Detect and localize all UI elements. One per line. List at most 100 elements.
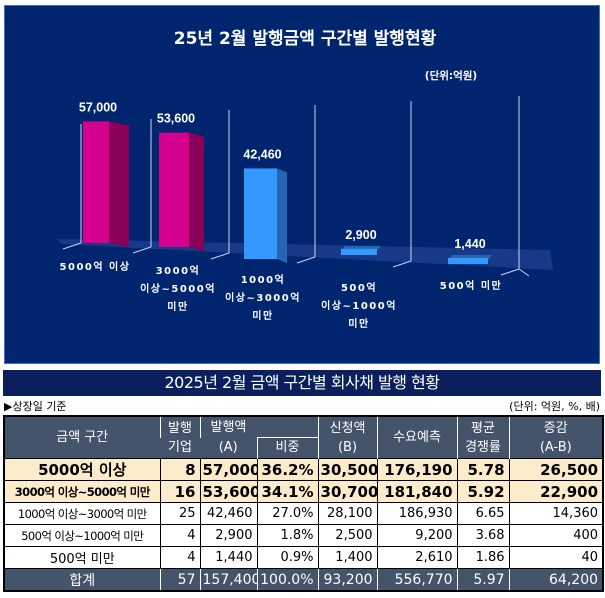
cell-demand: 2,610 bbox=[376, 546, 458, 569]
cell-companies: 25 bbox=[159, 502, 200, 525]
cell-companies: 57 bbox=[159, 568, 200, 591]
category-label-line: 3000억 bbox=[156, 265, 201, 277]
bar-front-face bbox=[448, 258, 488, 264]
cell-amount: 53,600 bbox=[199, 480, 257, 503]
header-subscribed-bottom: (B) bbox=[317, 437, 378, 459]
header-diff-bottom: (A-B) bbox=[508, 437, 604, 459]
category-label-line: 1000억 bbox=[241, 274, 286, 286]
header-competition-top: 평균 bbox=[456, 416, 510, 438]
cell-subscribed: 2,500 bbox=[317, 524, 378, 547]
floor-edge bbox=[518, 268, 530, 277]
category-label-line: 이상~1000억 bbox=[321, 299, 397, 312]
bar-front-face bbox=[341, 248, 377, 255]
chart-title: 25년 2월 발행금액 구간별 발행현황 bbox=[174, 29, 437, 49]
bar-chart: 25년 2월 발행금액 구간별 발행현황 (단위:억원) 57,000 53,60… bbox=[57, 29, 553, 330]
cell-ratio: 0.9% bbox=[256, 546, 319, 569]
cell-subscribed: 28,100 bbox=[317, 502, 378, 525]
cell-diff: 22,900 bbox=[508, 480, 604, 503]
table-row: 3000억 이상~5000억 미만 16 53,600 34.1% 30,700… bbox=[3, 480, 604, 503]
value-label: 1,440 bbox=[454, 237, 485, 251]
cell-diff: 400 bbox=[508, 524, 604, 547]
category-label-line: 5000억 이상 bbox=[60, 260, 131, 273]
cell-diff: 26,500 bbox=[508, 458, 604, 481]
header-ratio: 비중 bbox=[256, 437, 319, 459]
cell-amount: 57,000 bbox=[199, 458, 257, 481]
cell-competition: 3.68 bbox=[456, 524, 510, 547]
floor-edge bbox=[132, 246, 152, 254]
bar-2 bbox=[159, 132, 204, 251]
cell-range: 500억 미만 bbox=[3, 546, 160, 569]
table-total-row: 합계 57 157,400 100.0% 93,200 556,770 5.97… bbox=[4, 568, 604, 591]
table-title: 2025년 2월 금액 구간별 회사채 발행 현황 bbox=[3, 370, 601, 396]
cell-ratio: 34.1% bbox=[256, 480, 319, 503]
cell-ratio: 100.0% bbox=[256, 568, 319, 591]
cell-ratio: 1.8% bbox=[256, 524, 319, 547]
floor-edge bbox=[296, 256, 316, 264]
cell-subscribed: 30,700 bbox=[317, 480, 378, 503]
cell-amount: 2,900 bbox=[199, 524, 257, 547]
issuance-table: 금액 구간 발행 발행액 신청액 수요예측 평균 증감 기업 (A) 비중 (B… bbox=[3, 415, 605, 592]
header-companies-bottom: 기업 bbox=[160, 437, 200, 459]
cell-subscribed: 30,500 bbox=[317, 458, 378, 481]
header-competition-bottom: 경쟁률 bbox=[456, 437, 510, 459]
cell-ratio: 27.0% bbox=[256, 502, 319, 525]
bar-4 bbox=[341, 245, 381, 255]
cell-ratio: 36.2% bbox=[256, 458, 319, 481]
cell-demand: 176,190 bbox=[376, 458, 458, 481]
category-label: 5000억 이상 bbox=[60, 260, 131, 273]
value-labels-group: 57,000 53,600 42,460 2,900 1,440 bbox=[79, 100, 486, 251]
cell-range: 1000억 이상~3000억 미만 bbox=[3, 502, 160, 525]
cell-amount: 157,400 bbox=[199, 568, 257, 591]
value-label: 42,460 bbox=[243, 147, 281, 161]
value-label: 2,900 bbox=[345, 228, 376, 242]
header-row-top: 금액 구간 발행 발행액 신청액 수요예측 평균 증감 bbox=[4, 416, 604, 459]
header-demand: 수요예측 bbox=[376, 416, 458, 459]
cell-diff: 40 bbox=[508, 546, 604, 569]
cell-amount: 1,440 bbox=[199, 546, 257, 569]
bar-1 bbox=[83, 121, 129, 247]
bar-side-face bbox=[277, 168, 287, 263]
category-label-line: 이상~3000억 bbox=[225, 291, 301, 304]
bar-5 bbox=[448, 255, 492, 264]
header-subscribed-top: 신청액 bbox=[317, 416, 378, 438]
cell-subscribed: 93,200 bbox=[317, 568, 378, 591]
cell-diff: 64,200 bbox=[508, 568, 604, 591]
cell-competition: 5.78 bbox=[456, 458, 510, 481]
category-label-line: 미만 bbox=[252, 309, 273, 322]
cell-range: 3000억 이상~5000억 미만 bbox=[3, 480, 160, 503]
cell-companies: 4 bbox=[159, 546, 200, 569]
unit-note: (단위: 억원, %, 배) bbox=[509, 400, 600, 413]
cell-demand: 181,840 bbox=[376, 480, 458, 503]
bars-group bbox=[83, 121, 492, 264]
bar-front-face bbox=[83, 121, 109, 243]
cell-companies: 8 bbox=[159, 458, 200, 481]
cell-subscribed: 1,400 bbox=[317, 546, 378, 569]
basis-note: ▶상장일 기준 bbox=[4, 400, 67, 413]
category-label-line: 이상~5000억 bbox=[140, 282, 216, 295]
table-row: 1000억 이상~3000억 미만 25 42,460 27.0% 28,100… bbox=[3, 502, 604, 525]
cell-range: 5000억 이상 bbox=[3, 458, 160, 481]
floor-edge bbox=[62, 242, 82, 250]
bar-side-face bbox=[189, 132, 204, 251]
cell-companies: 16 bbox=[159, 480, 200, 503]
table-row: 5000억 이상 8 57,000 36.2% 30,500 176,190 5… bbox=[3, 458, 604, 481]
cell-diff: 14,360 bbox=[508, 502, 604, 525]
category-label-line: 미만 bbox=[167, 300, 188, 313]
bar-side-face bbox=[109, 121, 129, 247]
header-row-bottom: 기업 (A) 비중 (B) 경쟁률 (A-B) bbox=[4, 437, 604, 459]
header-amount-top: 발행액 bbox=[199, 416, 319, 438]
header-diff-top: 증감 bbox=[508, 416, 604, 438]
floor-edge bbox=[392, 260, 412, 268]
category-label-line: 500억 bbox=[341, 282, 377, 294]
header-companies-top: 발행 bbox=[159, 416, 200, 438]
value-label: 57,000 bbox=[79, 100, 117, 114]
category-label: 500억 미만 bbox=[440, 279, 502, 292]
cell-competition: 6.65 bbox=[456, 502, 510, 525]
category-label-line: 500억 미만 bbox=[440, 279, 502, 292]
cell-demand: 186,930 bbox=[376, 502, 458, 525]
bar-front-face bbox=[244, 168, 277, 259]
chart-panel: 25년 2월 발행금액 구간별 발행현황 (단위:억원) 57,000 53,60… bbox=[4, 5, 600, 364]
